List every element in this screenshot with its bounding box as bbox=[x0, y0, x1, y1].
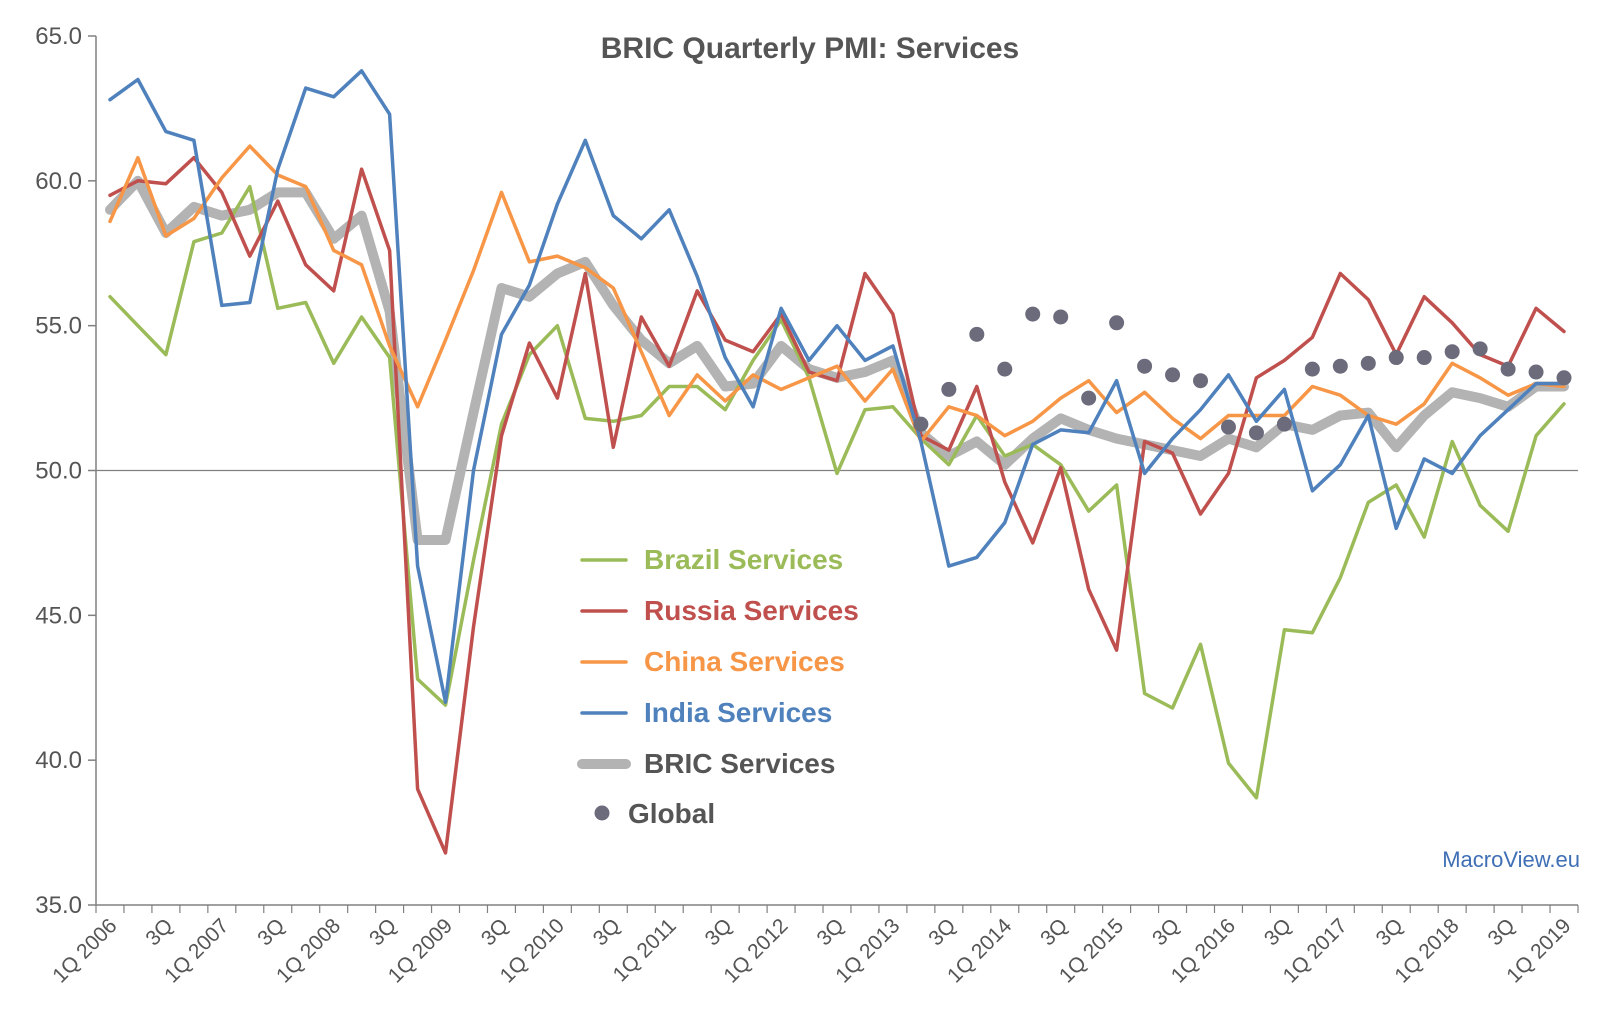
global-point bbox=[1248, 425, 1264, 441]
legend-item: BRIC Services bbox=[577, 748, 835, 779]
x-tick-label: 3Q bbox=[1036, 914, 1072, 950]
global-point bbox=[1165, 367, 1181, 383]
legend-item: Global bbox=[594, 798, 715, 829]
y-tick-label: 60.0 bbox=[35, 168, 82, 195]
legend-marker bbox=[594, 805, 610, 821]
legend-label: China Services bbox=[644, 646, 845, 677]
global-point bbox=[913, 416, 929, 432]
x-tick-label: 3Q bbox=[924, 914, 960, 950]
x-tick-label: 3Q bbox=[1372, 914, 1408, 950]
global-point bbox=[1388, 350, 1404, 366]
legend-label: Global bbox=[628, 798, 715, 829]
global-point bbox=[1276, 416, 1292, 432]
legend-label: India Services bbox=[644, 697, 832, 728]
global-point bbox=[969, 326, 985, 342]
x-tick-label: 3Q bbox=[1148, 914, 1184, 950]
global-point bbox=[1109, 315, 1125, 331]
y-tick-label: 50.0 bbox=[35, 458, 82, 485]
global-point bbox=[1416, 350, 1432, 366]
x-tick-label: 1Q 2011 bbox=[609, 914, 681, 986]
x-tick-label: 3Q bbox=[477, 914, 513, 950]
legend-item: China Services bbox=[580, 646, 845, 677]
series-russia-services bbox=[108, 155, 1566, 855]
y-tick-label: 55.0 bbox=[35, 313, 82, 340]
global-point bbox=[1332, 358, 1348, 374]
series-layer bbox=[105, 69, 1572, 855]
x-tick-label: 3Q bbox=[701, 914, 737, 950]
legend-label: BRIC Services bbox=[644, 748, 835, 779]
series-line bbox=[108, 69, 1566, 704]
series-brazil-services bbox=[108, 184, 1566, 800]
x-tick-label: 3Q bbox=[589, 914, 625, 950]
global-point bbox=[1220, 419, 1236, 435]
global-point bbox=[1193, 373, 1209, 389]
x-tick-label: 3Q bbox=[141, 914, 177, 950]
global-point bbox=[1025, 306, 1041, 322]
legend-item: Brazil Services bbox=[580, 544, 843, 575]
legend: Brazil Services Russia Services China Serv… bbox=[577, 544, 859, 829]
x-tick-label: 3Q bbox=[1260, 914, 1296, 950]
series-line bbox=[108, 155, 1566, 855]
series-line bbox=[108, 184, 1566, 800]
legend-item: India Services bbox=[580, 697, 832, 728]
x-tick-label: 3Q bbox=[812, 914, 848, 950]
global-point bbox=[1472, 341, 1488, 357]
y-tick-label: 40.0 bbox=[35, 747, 82, 774]
global-point bbox=[1137, 358, 1153, 374]
y-tick-label: 45.0 bbox=[35, 602, 82, 629]
x-tick-label: 3Q bbox=[1484, 914, 1520, 950]
global-point bbox=[1500, 361, 1516, 377]
y-tick-label: 35.0 bbox=[35, 892, 82, 919]
global-point bbox=[1053, 309, 1069, 325]
legend-item: Russia Services bbox=[580, 595, 859, 626]
series-india-services bbox=[108, 69, 1566, 704]
global-point bbox=[1444, 344, 1460, 360]
axes: 35.040.045.050.055.060.065.01Q 2006 3Q1Q … bbox=[35, 23, 1579, 988]
global-point bbox=[1556, 370, 1572, 386]
chart-title: BRIC Quarterly PMI: Services bbox=[601, 32, 1020, 65]
global-point bbox=[1360, 355, 1376, 371]
y-tick-label: 65.0 bbox=[35, 23, 82, 50]
legend-label: Brazil Services bbox=[644, 544, 843, 575]
series-global bbox=[913, 306, 1572, 441]
global-point bbox=[1304, 361, 1320, 377]
global-point bbox=[1528, 364, 1544, 380]
x-tick-label: 3Q bbox=[365, 914, 401, 950]
series-line bbox=[108, 144, 1566, 444]
legend-label: Russia Services bbox=[644, 595, 859, 626]
x-tick-label: 3Q bbox=[253, 914, 289, 950]
watermark: MacroView.eu bbox=[1442, 847, 1580, 872]
x-tick-label: 1Q 2006 bbox=[48, 914, 121, 987]
global-point bbox=[997, 361, 1013, 377]
series-china-services bbox=[108, 144, 1566, 444]
global-point bbox=[941, 381, 957, 397]
global-point bbox=[1081, 390, 1097, 406]
